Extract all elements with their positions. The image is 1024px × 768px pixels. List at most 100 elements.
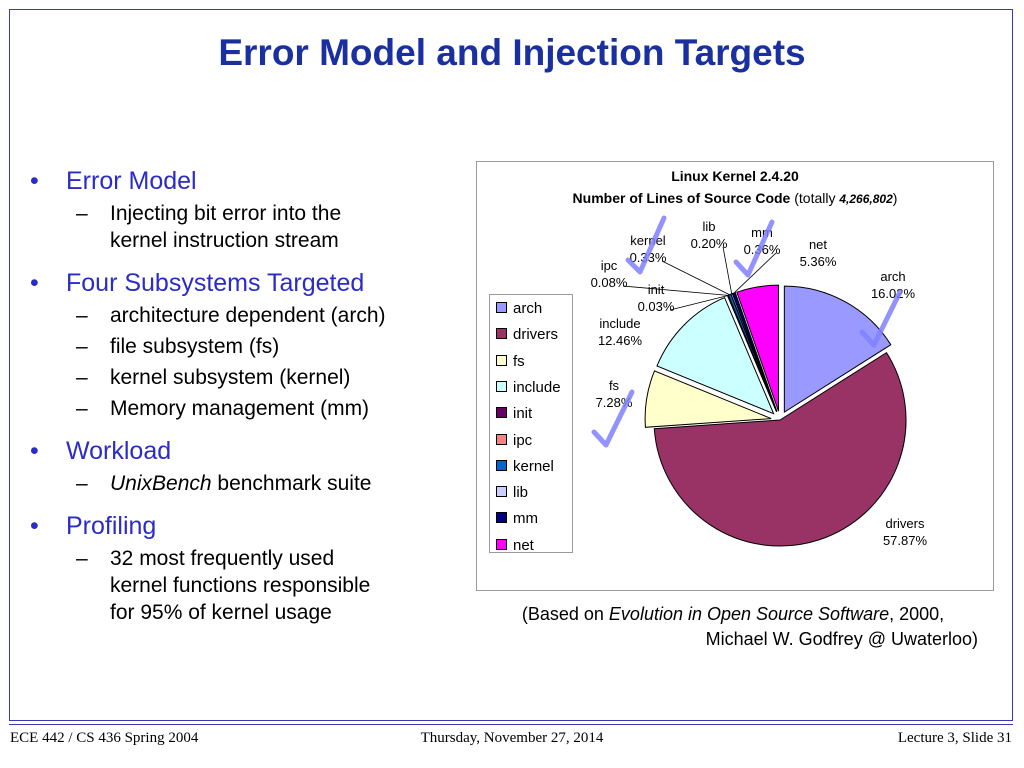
- sub-bullet-item: – Memory management (mm): [28, 395, 468, 422]
- leader-line-mm: [733, 252, 777, 294]
- sub-bullet-text: for 95% of kernel usage: [110, 601, 332, 624]
- legend-swatch: [496, 512, 507, 524]
- slice-label-name-arch: arch: [880, 269, 905, 284]
- slice-label-name-net: net: [809, 237, 827, 252]
- chart-subtitle-close: ): [892, 190, 898, 206]
- slice-label-value-ipc: 0.08%: [591, 275, 628, 290]
- slice-label-value-net: 5.36%: [800, 254, 837, 269]
- sub-bullet-text: file subsystem (fs): [110, 335, 280, 358]
- checkmark-icon: [591, 389, 635, 448]
- bullet-item: • Error Model: [28, 166, 468, 196]
- pie-slice-net: [736, 284, 779, 412]
- leader-line-init: [669, 295, 728, 311]
- legend-swatch: [496, 407, 507, 419]
- leader-line-ipc: [622, 285, 729, 296]
- bullet-glyph: •: [30, 167, 39, 195]
- sub-bullet-item: – Injecting bit error into the kernel inst…: [28, 200, 468, 254]
- legend-label: kernel: [513, 457, 554, 475]
- bullet-item: • Four Subsystems Targeted: [28, 268, 468, 298]
- legend-swatch: [496, 380, 507, 392]
- chart-subtitle-bold: Number of Lines of Source Code: [572, 190, 791, 206]
- legend-item-net: net: [496, 536, 534, 556]
- sub-bullet-item: – UnixBench benchmark suite: [28, 470, 468, 497]
- sub-bullet-text: Injecting bit error into the: [110, 202, 342, 225]
- slice-label-value-drivers: 57.87%: [883, 533, 928, 548]
- bullet-text: Four Subsystems Targeted: [66, 269, 365, 297]
- source-caption: (Based on Evolution in Open Source Softw…: [470, 602, 978, 652]
- sub-bullet-text: kernel functions responsible: [110, 574, 371, 597]
- legend-swatch: [496, 302, 507, 313]
- caption-prefix: (Based on: [521, 604, 609, 624]
- slice-label-name-include: include: [599, 316, 640, 331]
- legend-item-drivers: drivers: [496, 325, 558, 345]
- pie-slice-fs: [644, 370, 772, 428]
- leader-line-lib: [722, 246, 733, 295]
- caption-line-2: Michael W. Godfrey @ Uwaterloo): [705, 629, 978, 649]
- sub-bullet-text: 32 most frequently used: [110, 547, 335, 570]
- sub-bullet-glyph: –: [76, 304, 88, 327]
- sub-bullet-item: –32 most frequently used kernel functions…: [28, 545, 468, 626]
- legend-item-arch: arch: [496, 299, 542, 319]
- slice-label-name-fs: fs: [609, 378, 620, 393]
- chart-legend: arch drivers fs include init ipc kernel lib mm ne…: [489, 294, 573, 556]
- legend-label: arch: [513, 300, 543, 317]
- legend-swatch: [496, 459, 507, 471]
- pie-slice-arch: [783, 285, 892, 414]
- slice-label-value-lib: 0.20%: [691, 236, 728, 251]
- legend-item-include: include: [496, 378, 561, 398]
- slide-frame: [9, 9, 1013, 721]
- sub-bullet-item: – kernel subsystem (kernel): [28, 364, 468, 391]
- sub-bullet-item: – file subsystem (fs): [28, 333, 468, 360]
- sub-bullet-text: kernel subsystem (kernel): [110, 366, 351, 389]
- footer-course: ECE 442 / CS 436 Spring 2004: [10, 730, 199, 746]
- legend-swatch: [496, 486, 507, 498]
- sub-bullet-glyph: –: [76, 472, 88, 495]
- sub-bullet-item: – architecture dependent (arch): [28, 302, 468, 329]
- sub-bullet-text: kernel instruction stream: [110, 229, 339, 252]
- legend-label: include: [513, 378, 561, 396]
- legend-label: net: [513, 536, 534, 554]
- footer-divider: [9, 724, 1013, 725]
- bullet-item: • Profiling: [28, 511, 468, 541]
- legend-swatch: [496, 433, 507, 445]
- slice-label-name-lib: lib: [702, 219, 715, 234]
- legend-label: fs: [513, 352, 525, 370]
- slice-label-value-arch: 16.02%: [871, 286, 916, 301]
- checkmark-icon: [859, 289, 903, 348]
- legend-item-lib: lib: [496, 483, 528, 503]
- legend-item-kernel: kernel: [496, 457, 554, 477]
- legend-swatch: [496, 328, 507, 340]
- legend-item-fs: fs: [496, 352, 525, 372]
- caption-suffix: , 2000,: [889, 604, 945, 624]
- bullet-glyph: •: [30, 269, 39, 297]
- legend-item-ipc: ipc: [496, 431, 532, 451]
- sub-bullet-glyph: –: [76, 335, 88, 358]
- chart-subtitle-rest: (totally: [794, 190, 836, 206]
- chart-title: Linux Kernel 2.4.20: [671, 168, 799, 184]
- legend-item-mm: mm: [496, 509, 538, 529]
- bullet-glyph: •: [30, 512, 39, 540]
- pie-slice-include: [656, 296, 775, 415]
- sub-bullet-glyph: –: [76, 547, 88, 570]
- sub-bullet-glyph: –: [76, 202, 88, 225]
- bullet-glyph: •: [30, 437, 39, 465]
- chart-subtitle-total: 4,266,802: [839, 192, 893, 206]
- bullet-text: Profiling: [66, 512, 157, 540]
- legend-label: drivers: [513, 326, 559, 344]
- pie-slice-drivers: [653, 351, 907, 547]
- sub-bullet-text: architecture dependent (arch): [110, 304, 386, 327]
- slice-label-name-kernel: kernel: [630, 233, 666, 248]
- legend-swatch: [496, 354, 507, 366]
- checkmark-icon: [733, 219, 775, 278]
- legend-label: mm: [513, 510, 538, 528]
- slice-label-name-ipc: ipc: [601, 258, 618, 273]
- legend-swatch: [496, 538, 507, 550]
- checkmark-icon: [625, 215, 667, 275]
- sub-bullet-text: UnixBench benchmark suite: [110, 472, 372, 495]
- sub-bullet-glyph: –: [76, 397, 88, 420]
- bullet-item: • Workload: [28, 436, 468, 466]
- sub-bullet-glyph: –: [76, 366, 88, 389]
- legend-label: init: [513, 405, 533, 423]
- slide-title: Error Model and Injection Targets: [218, 32, 806, 73]
